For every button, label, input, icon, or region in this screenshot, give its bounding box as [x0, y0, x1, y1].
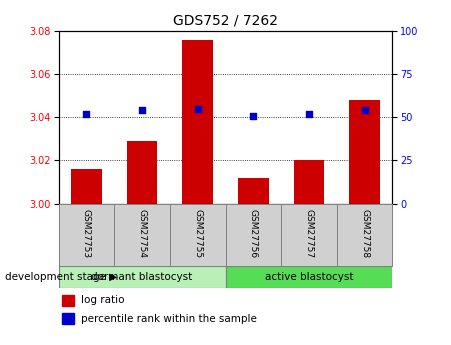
Text: GSM27756: GSM27756 [249, 208, 258, 258]
Text: dormant blastocyst: dormant blastocyst [92, 272, 193, 282]
Text: GSM27758: GSM27758 [360, 208, 369, 258]
Point [83, 111, 90, 117]
Bar [226, 266, 392, 288]
Title: GDS752 / 7262: GDS752 / 7262 [173, 13, 278, 27]
Text: log ratio: log ratio [81, 295, 124, 305]
Bar [62, 295, 74, 306]
Bar [59, 266, 226, 288]
Text: percentile rank within the sample: percentile rank within the sample [81, 314, 257, 324]
Text: GSM27757: GSM27757 [304, 208, 313, 258]
Point [138, 108, 146, 113]
Text: GSM27754: GSM27754 [138, 208, 147, 257]
Bar [349, 100, 380, 204]
Point [250, 113, 257, 118]
Text: development stage ▶: development stage ▶ [5, 272, 117, 282]
Bar [71, 169, 102, 204]
Bar [127, 141, 157, 204]
Point [361, 108, 368, 113]
Point [305, 111, 313, 117]
Text: active blastocyst: active blastocyst [265, 272, 353, 282]
Point [194, 106, 201, 111]
Text: GSM27755: GSM27755 [193, 208, 202, 258]
Bar [238, 178, 269, 204]
Bar [62, 313, 74, 324]
Text: GSM27753: GSM27753 [82, 208, 91, 258]
Bar [294, 160, 324, 204]
Bar [182, 40, 213, 204]
